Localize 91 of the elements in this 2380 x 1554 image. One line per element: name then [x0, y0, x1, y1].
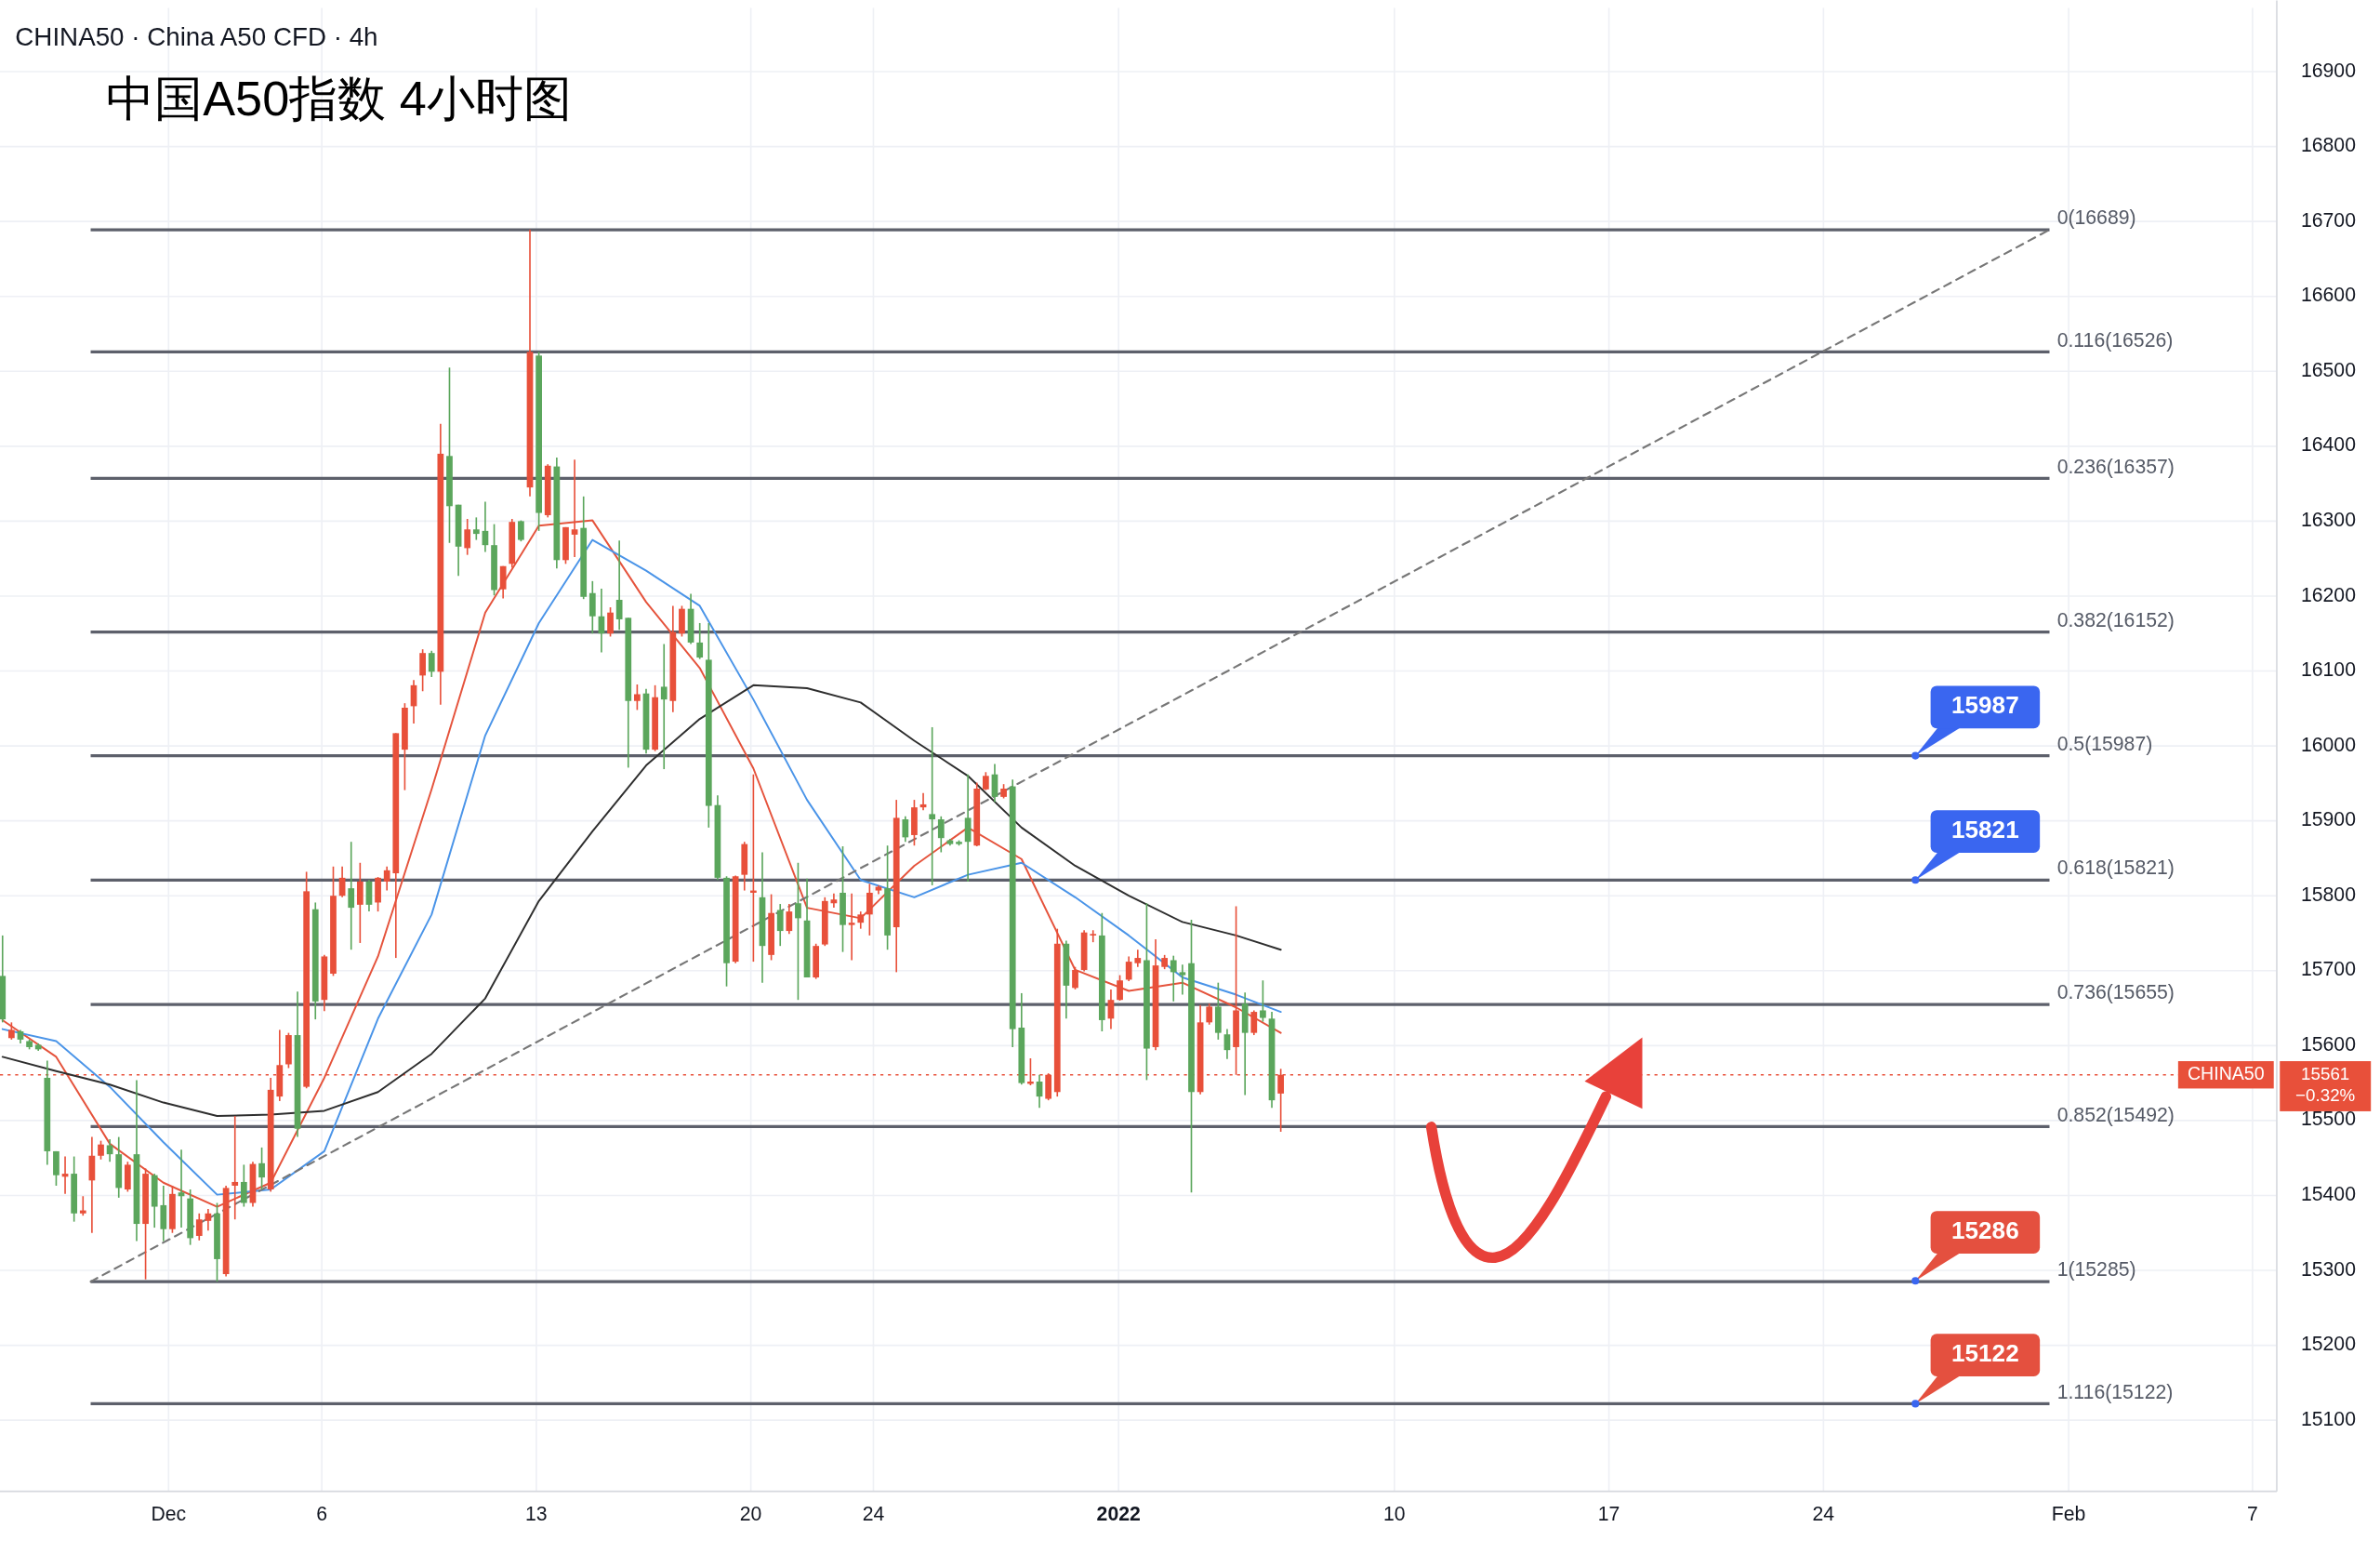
candlestick — [660, 643, 668, 770]
candlestick — [106, 1138, 113, 1163]
y-tick-label: 16600 — [2300, 284, 2356, 306]
annotation: 15821 — [1951, 815, 2019, 843]
candlestick — [786, 903, 793, 936]
callout: 15286 — [1911, 1211, 2041, 1285]
x-tick-label: Dec — [151, 1503, 187, 1525]
y-tick-label: 15900 — [2300, 808, 2356, 830]
y-tick-label: 15400 — [2300, 1183, 2356, 1205]
ref-line-label: 0(16689) — [2056, 206, 2136, 230]
y-tick-label: 15700 — [2300, 958, 2356, 980]
y-tick-label: 15500 — [2300, 1108, 2356, 1130]
candlestick — [79, 1195, 86, 1217]
candlestick — [1090, 929, 1097, 943]
candlestick — [982, 771, 989, 791]
y-tick-label: 16300 — [2300, 509, 2356, 531]
candlestick — [615, 539, 623, 631]
candlestick — [696, 622, 704, 660]
x-tick-label: 13 — [525, 1503, 548, 1525]
candlestick — [464, 518, 471, 556]
candlestick — [1250, 1009, 1258, 1036]
text: −0.32% — [2295, 1084, 2356, 1105]
x-tick-label: 24 — [862, 1503, 885, 1525]
candlestick — [937, 815, 945, 854]
annotation: 15987 — [1951, 691, 2019, 720]
x-tick-label: 6 — [316, 1503, 328, 1525]
line-series — [1, 684, 1282, 1118]
text: 中国A50指数 4小时图 — [106, 71, 572, 126]
y-tick-label: 16100 — [2300, 658, 2356, 681]
candlestick — [848, 892, 855, 962]
y-tick-label: 16700 — [2300, 208, 2356, 231]
x-tick-label: 20 — [739, 1503, 762, 1525]
candlestick — [8, 1021, 15, 1041]
candlestick — [1125, 955, 1132, 982]
candlestick — [1134, 949, 1142, 968]
callout: 15821 — [1911, 810, 2041, 884]
candlestick — [1117, 974, 1123, 1002]
x-tick-label: 17 — [1597, 1503, 1620, 1525]
x-tick-label: 10 — [1383, 1503, 1406, 1525]
ref-line-label: 0.5(15987) — [2056, 732, 2153, 755]
y-tick-label: 16400 — [2300, 433, 2356, 456]
callout: 15987 — [1911, 685, 2041, 760]
y-tick-label: 15100 — [2300, 1407, 2356, 1429]
y-tick-label: 16500 — [2300, 358, 2356, 380]
y-tick-label: 15200 — [2300, 1333, 2356, 1355]
candlestick — [929, 726, 936, 886]
candlestick — [348, 841, 355, 951]
candlestick — [1260, 979, 1266, 1023]
candlestick — [634, 684, 641, 711]
callout: 15122 — [1911, 1334, 2041, 1408]
text: CHINA50 · China A50 CFD · 4h — [15, 21, 378, 51]
candlestick — [1179, 963, 1186, 996]
annotation: 15286 — [1951, 1215, 2019, 1244]
ref-line-label: 0.852(15492) — [2056, 1103, 2175, 1126]
text: 15561 — [2301, 1063, 2350, 1083]
ref-line-label: 1.116(15122) — [2056, 1380, 2174, 1403]
annotation: 15122 — [1951, 1339, 2019, 1368]
candlestick — [795, 861, 801, 1002]
candlestick — [258, 1147, 265, 1190]
x-tick-label: 7 — [2246, 1503, 2258, 1525]
candlestick — [1170, 954, 1177, 1003]
ref-line-label: 0.736(15655) — [2056, 981, 2175, 1004]
candlestick — [866, 883, 873, 936]
candlestick — [428, 649, 435, 678]
y-tick-label: 16900 — [2300, 59, 2356, 81]
ref-line-label: 1(15285) — [2056, 1258, 2136, 1282]
candlestick — [776, 903, 784, 947]
candlestick — [195, 1212, 203, 1242]
ref-line-label: 0.382(16152) — [2056, 608, 2175, 631]
ref-line-label: 0.618(15821) — [2056, 857, 2175, 880]
candlestick — [383, 865, 390, 892]
x-tick-label: Feb — [2051, 1503, 2086, 1525]
candlestick — [240, 1163, 247, 1208]
y-tick-label: 16800 — [2300, 134, 2356, 156]
y-tick-label: 16000 — [2300, 733, 2356, 755]
y-tick-label: 15600 — [2300, 1032, 2356, 1055]
ref-line-label: 0.236(16357) — [2056, 455, 2175, 478]
candlestick — [98, 1139, 104, 1161]
y-tick-label: 16200 — [2300, 583, 2356, 605]
ref-line-label: CHINA50 — [2187, 1062, 2265, 1083]
candlestick — [472, 516, 480, 541]
candlestick — [1206, 1003, 1213, 1026]
candlestick — [607, 606, 614, 638]
x-tick-label: 2022 — [1096, 1503, 1141, 1525]
y-tick-label: 15800 — [2300, 883, 2356, 905]
candlestick — [857, 910, 865, 930]
ref-line-label: 0.116(16526) — [2056, 328, 2174, 352]
x-tick-label: 24 — [1812, 1503, 1835, 1525]
candlestick — [1072, 965, 1078, 990]
candlestick — [902, 815, 909, 843]
y-tick-label: 15300 — [2300, 1257, 2356, 1280]
